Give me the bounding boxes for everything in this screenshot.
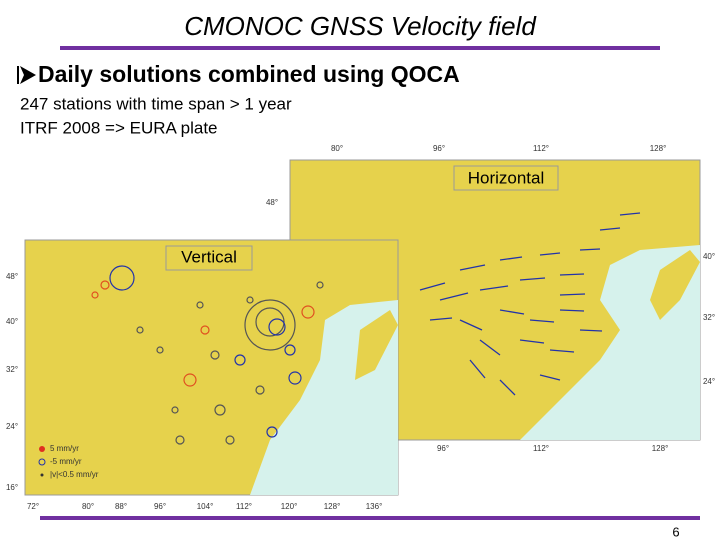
- tick-label: 136°: [366, 502, 383, 511]
- tick-label: 112°: [533, 144, 549, 153]
- text-line: ITRF 2008 => EURA plate: [20, 118, 218, 137]
- legend-symbol: [40, 473, 44, 477]
- tick-label: 48°: [6, 272, 18, 281]
- station-circles: [91, 265, 324, 445]
- title: CMONOC GNSS Velocity field: [184, 11, 537, 41]
- legend-label: -5 mm/yr: [50, 457, 82, 466]
- velocity-arrows: [419, 212, 641, 396]
- tick-label: 40°: [6, 317, 18, 326]
- tick-label: 40°: [703, 252, 715, 261]
- tick-label: 32°: [703, 313, 715, 322]
- vertical-map: 5 mm/yr -5 mm/yr |v|<0.5 mm/yr 48° 40° 3…: [6, 239, 399, 511]
- tick-label: 80°: [82, 502, 94, 511]
- tick-label: 88°: [115, 502, 127, 511]
- tick-label: 112°: [236, 502, 252, 511]
- map-label: Vertical: [181, 247, 237, 266]
- tick-label: 128°: [650, 144, 667, 153]
- tick-label: 16°: [6, 483, 18, 492]
- tick-label: 112°: [533, 444, 549, 453]
- legend-symbol: [39, 446, 45, 452]
- tick-label: 96°: [437, 444, 449, 453]
- label-box: [453, 165, 559, 191]
- tick-label: 120°: [281, 502, 298, 511]
- land: [650, 250, 700, 320]
- tick-label: 24°: [6, 422, 18, 431]
- tick-label: 104°: [197, 502, 214, 511]
- label-box: [165, 245, 253, 271]
- tick-label: 80°: [331, 144, 343, 153]
- legend-label: 5 mm/yr: [50, 444, 79, 453]
- tick-label: 96°: [433, 144, 445, 153]
- legend-symbol: [38, 458, 46, 466]
- map-label: Horizontal: [468, 168, 545, 187]
- tick-label: 96°: [154, 502, 166, 511]
- legend-label: |v|<0.5 mm/yr: [50, 470, 99, 479]
- bullet: Daily solutions combined using QOCA: [38, 61, 460, 87]
- tick-label: 128°: [324, 502, 341, 511]
- tick-label: 48°: [266, 198, 278, 207]
- tick-label: 128°: [652, 444, 669, 453]
- bullet-arrow: [20, 66, 36, 84]
- tick-label: 32°: [6, 365, 18, 374]
- page-number: 6: [672, 524, 679, 539]
- land: [355, 310, 398, 380]
- text-line: 247 stations with time span > 1 year: [20, 94, 292, 113]
- tick-label: 72°: [27, 502, 39, 511]
- tick-label: 24°: [703, 377, 715, 386]
